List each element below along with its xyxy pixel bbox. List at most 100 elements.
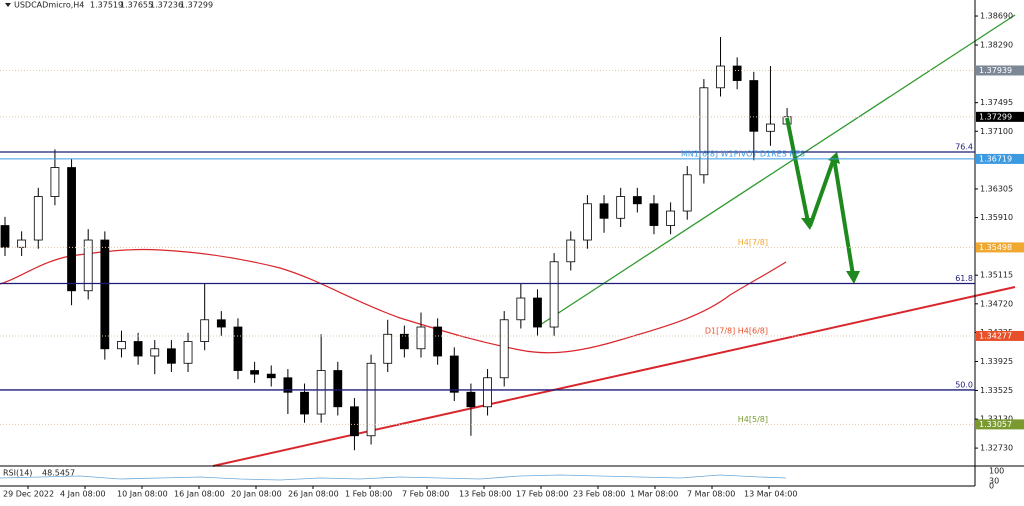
moving-average — [0, 248, 787, 354]
candle-body — [83, 239, 93, 292]
candle-body — [566, 239, 576, 263]
candle-body — [499, 319, 509, 379]
candle-body — [682, 174, 692, 212]
arrow-head — [846, 271, 860, 284]
arrow — [808, 157, 836, 227]
price-tag — [976, 242, 1024, 253]
candle-body — [133, 341, 143, 357]
y-tick-label: 1.36305 — [980, 184, 1013, 193]
candle-body — [383, 333, 393, 364]
candle-body — [333, 370, 343, 408]
candle-body — [117, 341, 126, 350]
candle-body — [366, 362, 376, 437]
candle-body — [216, 319, 226, 328]
level-annotation: H4[7/8] — [738, 238, 768, 247]
price-tag-label: 1.34277 — [979, 331, 1012, 340]
ohlc-value: 1.37299 — [180, 1, 213, 10]
y-tick-label: 1.35910 — [980, 213, 1013, 222]
x-tick-label: 23 Feb 08:00 — [573, 490, 625, 499]
trend-line — [212, 286, 1016, 467]
price-tag — [976, 153, 1024, 164]
x-tick-label: 16 Jan 08:00 — [174, 490, 225, 499]
level-label: 76.4 — [955, 143, 973, 152]
y-tick-label: 1.38290 — [980, 41, 1013, 50]
price-tag — [976, 111, 1024, 122]
ohlc-value: 1.37236 — [150, 1, 183, 10]
candle-body — [583, 203, 592, 241]
candle-body — [732, 65, 742, 81]
y-tick-label: 1.34720 — [980, 299, 1013, 308]
candle-body — [0, 225, 10, 248]
candle-body — [266, 373, 276, 379]
x-tick-label: 13 Feb 08:00 — [459, 490, 511, 499]
candle-body — [766, 123, 775, 132]
arrow — [785, 117, 810, 223]
level-label: 50.0 — [955, 380, 973, 389]
candle-body — [67, 167, 76, 292]
y-tick-label: 1.37495 — [980, 98, 1013, 107]
x-tick-label: 20 Jan 08:00 — [231, 490, 282, 499]
x-tick-label: 29 Dec 2022 — [3, 490, 54, 499]
candle-body — [416, 326, 426, 350]
x-tick-label: 4 Jan 08:00 — [60, 490, 106, 499]
candle-body — [350, 406, 359, 437]
price-tag-label: 1.33057 — [979, 420, 1012, 429]
candle-body — [316, 370, 326, 415]
price-tag-label: 1.35498 — [979, 243, 1012, 252]
rsi-label: RSI(14) — [3, 469, 32, 478]
candle-body — [166, 348, 176, 364]
candle-body — [699, 87, 709, 176]
price-tag-label: 1.37939 — [979, 66, 1012, 75]
y-tick-label: 1.33525 — [980, 386, 1013, 395]
level-annotation: D1[7/8] H4[6/8] — [705, 326, 768, 335]
candle-body — [666, 210, 675, 226]
candle-body — [449, 355, 459, 393]
y-tick-label: 1.33925 — [980, 357, 1013, 366]
ohlc-value: 1.37655 — [120, 1, 153, 10]
x-tick-label: 10 Jan 08:00 — [117, 490, 168, 499]
candle-body — [399, 333, 409, 350]
x-tick-label: 1 Feb 08:00 — [345, 490, 392, 499]
arrow — [832, 157, 855, 276]
level-label: 61.8 — [955, 274, 973, 283]
x-tick-label: 26 Jan 08:00 — [288, 490, 339, 499]
candle-body — [466, 391, 476, 408]
x-tick-label: 7 Mar 08:00 — [687, 490, 735, 499]
rsi-level-label: 30 — [989, 477, 999, 486]
candle-body — [150, 348, 160, 357]
rsi-value: 48.5457 — [42, 469, 75, 478]
rsi-level-label: 0 — [989, 482, 994, 491]
candle-body — [250, 370, 260, 375]
candle-body — [200, 319, 210, 342]
candle-body — [533, 297, 542, 328]
candle-body — [599, 203, 609, 219]
y-tick-label: 1.38690 — [980, 12, 1013, 21]
candle-body — [616, 196, 626, 219]
price-tag-label: 1.36719 — [979, 154, 1012, 163]
candle-body — [33, 196, 43, 241]
x-tick-label: 7 Feb 08:00 — [402, 490, 449, 499]
symbol: USDCADmicro,H4 — [14, 1, 84, 10]
y-tick-label: 1.33130 — [980, 415, 1013, 424]
price-tag-label: 1.37299 — [979, 112, 1012, 121]
candle-body — [433, 326, 443, 357]
candle-body — [283, 377, 293, 393]
level-annotation: H4[5/8] — [738, 415, 768, 424]
price-tag — [976, 419, 1024, 430]
trend-line — [539, 14, 1016, 326]
candle-body — [749, 80, 759, 132]
candle-body — [100, 239, 110, 350]
ohlc-value: 1.37519 — [90, 1, 123, 10]
candle-body — [516, 297, 526, 321]
menu-icon[interactable] — [5, 3, 11, 7]
candles — [0, 37, 792, 451]
price-tag — [976, 65, 1024, 76]
x-tick-label: 17 Feb 08:00 — [516, 490, 568, 499]
price-tag — [976, 330, 1024, 341]
y-tick-label: 1.35115 — [980, 271, 1013, 280]
candle-body — [300, 391, 309, 415]
drawings — [0, 14, 1016, 467]
x-tick-label: 1 Mar 08:00 — [630, 490, 678, 499]
y-tick-label: 1.32730 — [980, 444, 1013, 453]
